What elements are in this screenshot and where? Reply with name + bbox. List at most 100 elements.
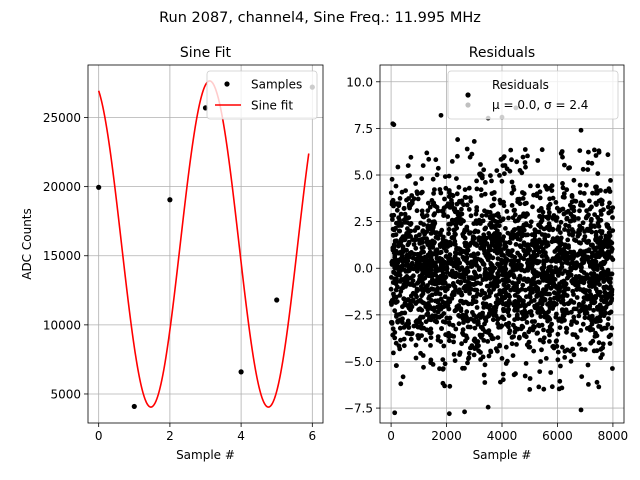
residual-point [440, 357, 446, 362]
residual-point [585, 167, 591, 173]
residual-point [521, 222, 527, 228]
residual-point [443, 185, 449, 191]
residual-point [450, 273, 456, 279]
residual-point [495, 296, 501, 302]
residual-point [541, 270, 546, 276]
residual-point [548, 296, 553, 302]
residual-point [435, 298, 441, 304]
residual-point [441, 311, 447, 316]
residual-point [608, 240, 614, 246]
residual-point [455, 305, 461, 311]
residual-point [535, 158, 541, 163]
residual-point [577, 228, 583, 234]
residual-point [539, 147, 545, 153]
residual-point [558, 363, 563, 369]
residual-point [593, 295, 599, 301]
residual-point [557, 378, 563, 384]
residual-point [425, 200, 431, 206]
residual-point [609, 325, 615, 331]
residual-point [578, 328, 584, 333]
residual-point [536, 208, 542, 214]
residual-point [474, 287, 480, 293]
residual-point [406, 325, 412, 330]
residual-point [587, 264, 593, 269]
residual-point [457, 198, 462, 204]
residual-point [490, 216, 496, 222]
residual-point [428, 360, 434, 366]
residual-point [418, 284, 424, 289]
residual-point [478, 315, 483, 320]
residual-point [532, 237, 538, 243]
residual-point [403, 275, 408, 281]
residual-point [447, 321, 453, 327]
residual-point [506, 330, 512, 336]
residual-point [531, 286, 537, 292]
residual-point [593, 153, 599, 158]
residual-point [427, 204, 433, 210]
residual-point [530, 276, 536, 282]
residual-point [413, 300, 418, 306]
residual-point [605, 235, 611, 240]
residual-point [398, 249, 403, 255]
residual-point [603, 277, 609, 282]
residual-point [406, 234, 412, 239]
residual-point [480, 301, 486, 306]
residual-point [585, 362, 591, 368]
residual-point [473, 294, 479, 299]
residual-point [535, 273, 540, 279]
residual-point [576, 313, 582, 319]
residual-point [455, 153, 460, 159]
residual-point [423, 319, 429, 325]
y-axis-label: ADC Counts [20, 208, 34, 280]
residual-point [463, 333, 469, 339]
residual-point [581, 275, 587, 281]
residual-point [519, 267, 524, 273]
residual-point [467, 154, 473, 160]
residual-point [500, 371, 506, 377]
residual-point [414, 189, 420, 195]
residual-outlier-point [578, 407, 584, 413]
residual-point [543, 183, 548, 189]
residual-point [566, 228, 571, 234]
residual-point [438, 339, 444, 344]
residual-point [510, 353, 516, 358]
residual-point [444, 248, 449, 254]
residual-point [572, 237, 577, 243]
residual-point [606, 334, 612, 340]
residual-point [445, 201, 451, 207]
residual-point [483, 212, 489, 218]
residual-point [560, 284, 566, 289]
residual-point [604, 224, 610, 229]
residual-point [482, 191, 488, 197]
residual-point [483, 266, 488, 272]
y-tick-label: 15000 [43, 249, 81, 263]
residual-outlier-point [455, 137, 461, 142]
residual-point [584, 326, 590, 331]
residual-point [440, 380, 446, 386]
residual-point [591, 271, 597, 276]
legend: Residuals μ = 0.0, σ = 2.4 [447, 70, 619, 120]
residual-point [474, 314, 479, 320]
residual-point [408, 336, 414, 342]
residual-point [433, 278, 439, 284]
residual-point [464, 146, 470, 152]
residual-point [414, 288, 420, 294]
residual-point [411, 242, 417, 247]
residual-point [421, 364, 426, 370]
residual-point [388, 190, 394, 196]
residual-point [541, 335, 547, 341]
residual-point [394, 207, 400, 213]
residual-point [388, 286, 394, 292]
residual-point [447, 252, 453, 257]
residual-point [569, 194, 575, 200]
residual-point [411, 266, 417, 272]
residual-point [555, 349, 561, 355]
residual-point [408, 221, 414, 226]
residual-point [452, 261, 458, 267]
y-tick-label: 2.5 [354, 215, 373, 229]
residual-point [446, 194, 452, 200]
residual-point [409, 331, 415, 336]
residual-point [517, 296, 523, 302]
residual-point [431, 314, 437, 320]
sample-point [238, 369, 244, 375]
